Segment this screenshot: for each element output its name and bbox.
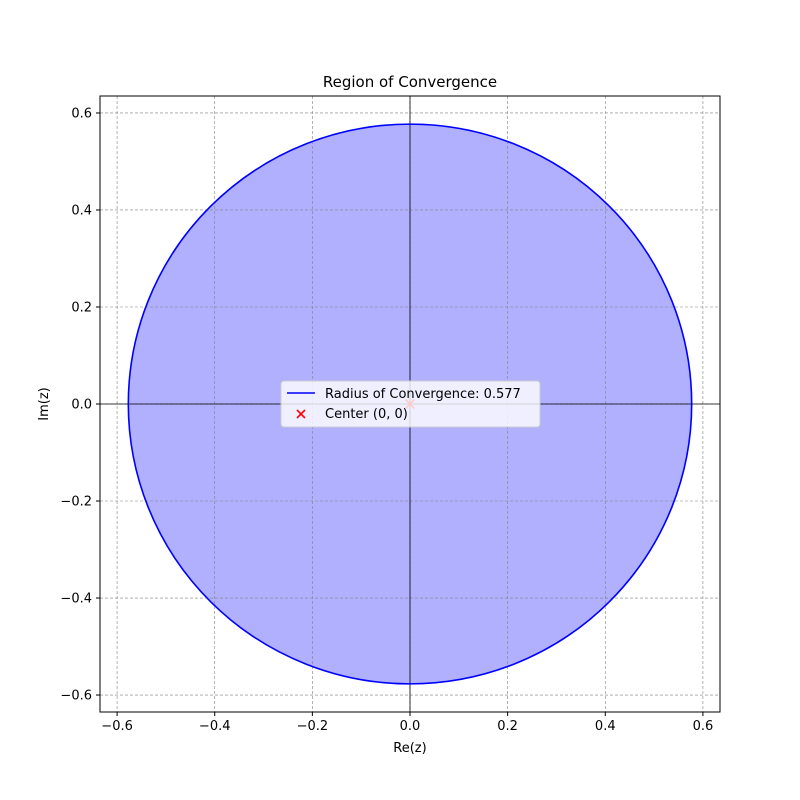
x-tick-label: 0.6 [693, 719, 714, 734]
y-tick-label: −0.4 [60, 592, 92, 607]
legend: Radius of Convergence: 0.577 Center (0, 0… [280, 380, 541, 428]
x-tick-label: 0.0 [400, 719, 421, 734]
x-tick-label: 0.2 [497, 719, 518, 734]
y-tick-label: 0.0 [71, 398, 92, 413]
y-tick-label: 0.6 [71, 106, 92, 121]
x-tick-label: 0.4 [595, 719, 616, 734]
legend-label-radius: Radius of Convergence: 0.577 [325, 387, 521, 402]
y-tick-label: −0.6 [60, 689, 92, 704]
x-tick-label: −0.6 [101, 719, 133, 734]
chart-title: Region of Convergence [323, 73, 497, 91]
y-tick-label: 0.4 [71, 203, 92, 218]
y-tick-label: 0.2 [71, 300, 92, 315]
legend-box [280, 380, 541, 428]
x-axis-label: Re(z) [393, 741, 426, 756]
legend-marker-swatch [296, 409, 306, 419]
y-axis-label: Im(z) [37, 387, 52, 420]
legend-label-center: Center (0, 0) [325, 407, 408, 422]
y-tick-label: −0.2 [60, 495, 92, 510]
x-tick-label: −0.2 [297, 719, 329, 734]
convergence-circle-line [127, 123, 693, 685]
legend-marker-stroke [296, 409, 306, 419]
x-tick-label: −0.4 [199, 719, 231, 734]
